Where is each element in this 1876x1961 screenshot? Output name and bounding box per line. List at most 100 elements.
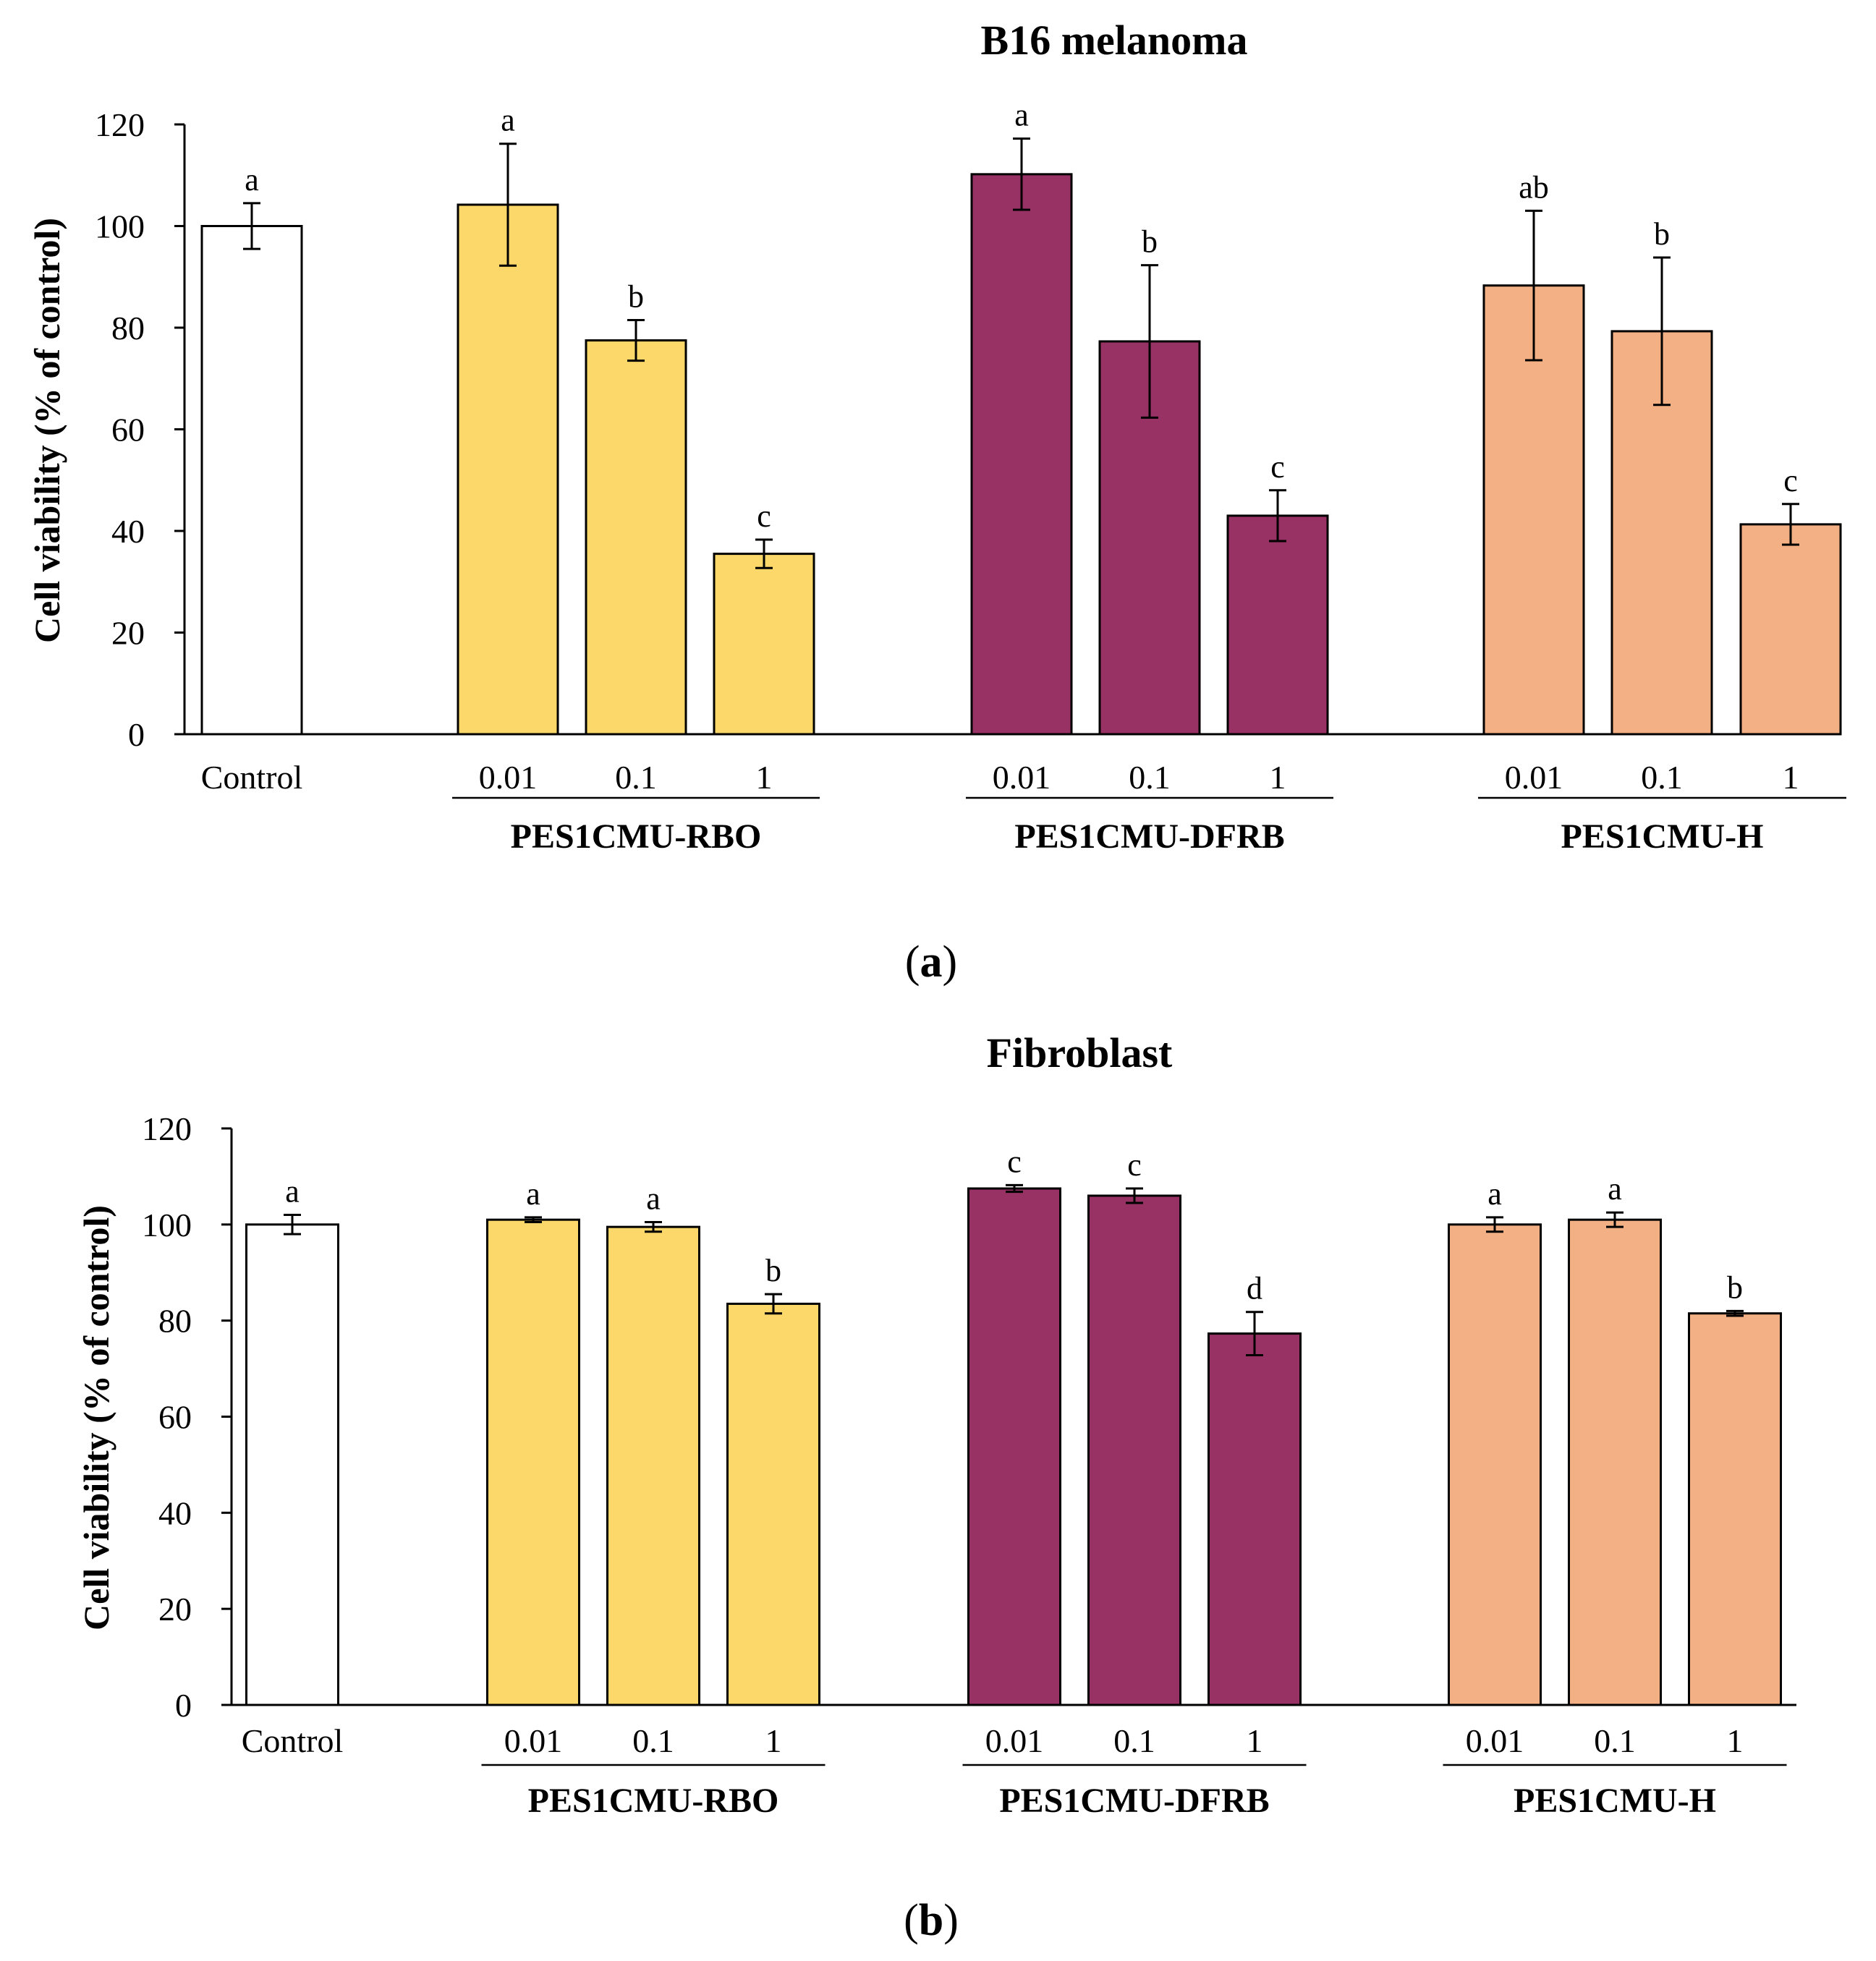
bar [726, 1302, 820, 1706]
significance-label: a [285, 1174, 300, 1209]
x-tick-label: 0.1 [1129, 759, 1171, 796]
bar-group-pes1cmu-h: ab 0.01 b 0.1 c 1 PES1CMU-H [1478, 169, 1846, 856]
significance-label: a [245, 162, 259, 197]
significance-label: a [501, 103, 515, 138]
panel-label-letter: a [920, 937, 943, 987]
y-tick-label: 80 [158, 1303, 192, 1340]
group-label: PES1CMU-RBO [528, 1782, 779, 1820]
significance-label: c [1783, 463, 1798, 498]
bar [585, 339, 687, 736]
bar-group-pes1cmu-h: a 0.01 a 0.1 b 1 PES1CMU-H [1443, 1171, 1787, 1820]
bar [486, 1218, 580, 1706]
bar [967, 1187, 1061, 1706]
bar-group-pes1cmu-rbo: a 0.01 a 0.1 b 1 PES1CMU-RBO [481, 1176, 825, 1820]
significance-label: b [1654, 216, 1670, 252]
y-tick-label: 120 [95, 106, 145, 143]
x-tick-label: Control [201, 759, 303, 796]
significance-label: c [1270, 449, 1285, 485]
bar [1688, 1312, 1782, 1706]
bar [970, 173, 1073, 736]
y-tick-label: 100 [95, 208, 145, 245]
significance-label: a [1014, 98, 1029, 133]
bar [1207, 1332, 1302, 1706]
x-tick-label: 0.1 [632, 1722, 674, 1759]
group-label: PES1CMU-H [1561, 817, 1764, 856]
panel-label: (b) [904, 1896, 959, 1945]
y-tick-label: 100 [142, 1207, 192, 1243]
significance-label: c [1127, 1147, 1142, 1183]
y-tick-label: 20 [111, 615, 145, 652]
x-tick-label: 0.01 [985, 1722, 1044, 1759]
x-tick-label: 1 [1247, 1722, 1263, 1759]
y-tick-label: 80 [111, 310, 145, 346]
panel-label: (a) [905, 937, 957, 987]
bar [457, 203, 559, 736]
x-tick-label: 0.01 [479, 759, 538, 796]
y-tick-label: 60 [111, 412, 145, 448]
y-tick-label: 0 [175, 1687, 192, 1724]
x-tick-label: Control [242, 1722, 344, 1759]
x-tick-label: 0.1 [1113, 1722, 1155, 1759]
panel-label-close: ) [943, 1896, 959, 1945]
chart-panel-a: B16 melanoma 0 20 40 60 80 100 120 Cell viabilit… [27, 17, 1846, 987]
significance-label: c [1007, 1144, 1022, 1179]
bar [1087, 1194, 1181, 1706]
panel-label-close: ) [943, 937, 958, 987]
panel-label-open: ( [904, 1896, 919, 1945]
x-tick-label: 0.01 [1505, 759, 1563, 796]
significance-label: c [757, 498, 771, 534]
y-tick-label: 60 [158, 1399, 192, 1436]
bar [606, 1225, 700, 1706]
significance-label: a [646, 1181, 661, 1217]
significance-label: d [1247, 1271, 1262, 1306]
significance-label: b [1727, 1269, 1743, 1305]
bar [1739, 523, 1842, 736]
significance-label: b [1142, 224, 1158, 260]
bar [713, 553, 815, 736]
y-tick-label: 120 [142, 1110, 192, 1147]
x-tick-label: 0.1 [1594, 1722, 1636, 1759]
bar [1226, 514, 1329, 736]
panel-label-open: ( [905, 937, 920, 987]
chart-panel-b: Fibroblast 0 20 40 60 80 100 120 Cell viability … [76, 1029, 1796, 1945]
x-tick-label: 0.01 [504, 1722, 563, 1759]
x-tick-label: 1 [756, 759, 773, 796]
group-label: PES1CMU-RBO [511, 817, 762, 856]
chart-title: B16 melanoma [981, 17, 1248, 64]
significance-label: ab [1519, 169, 1549, 205]
bar [1568, 1218, 1662, 1706]
x-tick-label: 1 [765, 1722, 782, 1759]
x-tick-label: 0.1 [615, 759, 657, 796]
y-axis-label: Cell viability (% of control) [27, 218, 67, 643]
y-tick-label: 20 [158, 1591, 192, 1628]
y-axis-label: Cell viability (% of control) [76, 1205, 116, 1630]
bar [245, 1223, 339, 1706]
bar-group-pes1cmu-rbo: a 0.01 b 0.1 c 1 PES1CMU-RBO [452, 103, 820, 856]
y-tick-label: 0 [128, 716, 145, 753]
panel-label-letter: b [919, 1896, 943, 1945]
significance-label: a [1608, 1171, 1622, 1207]
y-tick-label: 40 [111, 513, 145, 550]
group-label: PES1CMU-DFRB [1014, 817, 1284, 856]
x-tick-label: 1 [1727, 1722, 1744, 1759]
bar-group-control: a Control [200, 162, 303, 796]
x-tick-label: 1 [1270, 759, 1286, 796]
significance-label: b [628, 278, 644, 314]
x-tick-label: 0.01 [993, 759, 1051, 796]
bar-group-pes1cmu-dfrb: c 0.01 c 0.1 d 1 PES1CMU-DFRB [962, 1144, 1307, 1820]
bar [200, 225, 303, 736]
group-label: PES1CMU-DFRB [999, 1782, 1269, 1820]
significance-label: a [1487, 1176, 1502, 1212]
significance-label: a [526, 1176, 540, 1212]
x-tick-label: 0.01 [1466, 1722, 1524, 1759]
bar-group-pes1cmu-dfrb: a 0.01 b 0.1 c 1 PES1CMU-DFRB [966, 98, 1333, 856]
group-label: PES1CMU-H [1514, 1782, 1716, 1820]
x-tick-label: 0.1 [1641, 759, 1683, 796]
chart-title: Fibroblast [987, 1029, 1173, 1076]
bar [1448, 1223, 1542, 1706]
bar-group-control: a Control [242, 1174, 344, 1759]
y-tick-label: 40 [158, 1494, 192, 1531]
x-tick-label: 1 [1783, 759, 1799, 796]
significance-label: b [765, 1253, 781, 1288]
